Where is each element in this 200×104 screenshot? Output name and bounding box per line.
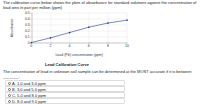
svg-text:0: 0 — [30, 44, 32, 48]
html-text:The calibration curve below sh: The calibration curve below shows the pl… — [3, 0, 197, 10]
svg-text:Lead (Pb) concentration (ppm): Lead (Pb) concentration (ppm) — [55, 53, 102, 57]
html-text:Lead Calibration Curve: Lead Calibration Curve — [45, 62, 89, 67]
svg-text:4: 4 — [69, 44, 71, 48]
svg-text:Absorbance: Absorbance — [10, 18, 14, 37]
svg-text:8: 8 — [107, 44, 109, 48]
svg-text:0.4: 0.4 — [25, 17, 30, 21]
svg-text:10: 10 — [125, 44, 129, 48]
html-text:The concentration of lead in u: The concentration of lead in unknown soi… — [3, 69, 192, 79]
svg-text:0.2: 0.2 — [25, 29, 30, 33]
svg-text:0.3: 0.3 — [25, 23, 30, 27]
svg-text:0.5: 0.5 — [25, 11, 30, 15]
html-text:C. 5.0 and 8.0 ppm: C. 5.0 and 8.0 ppm — [12, 93, 46, 98]
html-text:D. 8.0 and 9.0 ppm: D. 8.0 and 9.0 ppm — [12, 99, 46, 104]
svg-text:0: 0 — [27, 40, 30, 45]
svg-text:6: 6 — [88, 44, 90, 48]
html-text:A. 1.0 and 3.0 ppm: A. 1.0 and 3.0 ppm — [12, 81, 46, 86]
svg-text:2: 2 — [49, 44, 51, 48]
html-text:B. 3.0 and 5.0 ppm: B. 3.0 and 5.0 ppm — [12, 87, 46, 92]
svg-text:0.1: 0.1 — [25, 35, 30, 39]
